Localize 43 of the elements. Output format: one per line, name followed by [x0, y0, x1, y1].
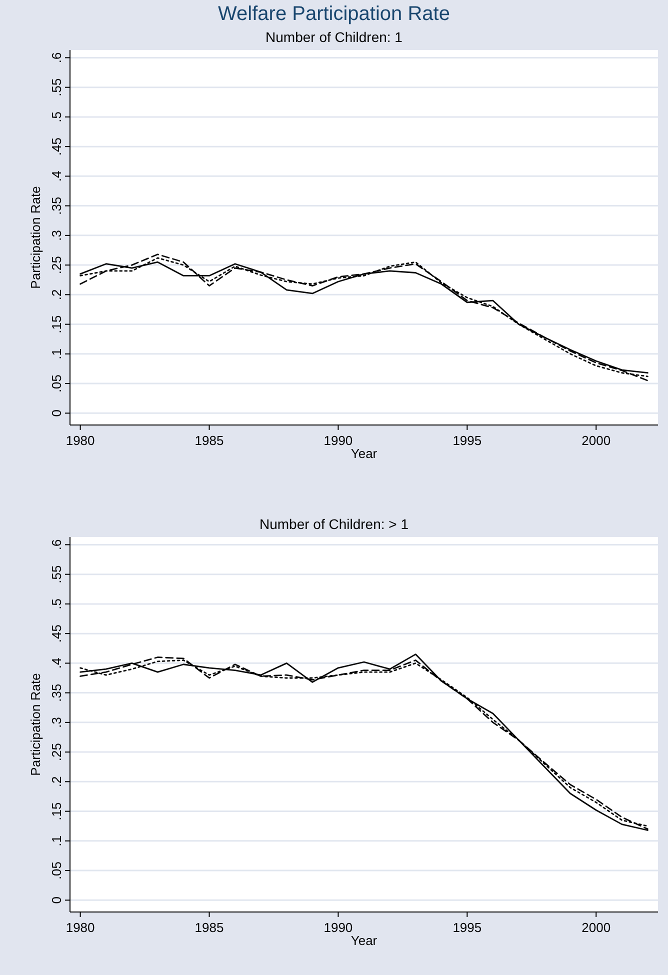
x-tick-label: 2000 — [582, 433, 611, 448]
y-tick-label: .45 — [49, 138, 64, 156]
y-tick-label: .5 — [49, 112, 64, 122]
y-tick-label: .6 — [49, 52, 64, 64]
x-axis-title: Year — [350, 446, 378, 461]
y-tick-label: .15 — [49, 802, 64, 820]
y-tick-label: .05 — [49, 374, 64, 393]
chart-title: Welfare Participation Rate — [218, 3, 450, 25]
y-tick-label: 0 — [49, 896, 64, 904]
y-tick-label: .5 — [49, 598, 64, 610]
y-tick-label: .35 — [49, 684, 64, 702]
y-tick-label: 0 — [49, 410, 64, 417]
y-tick-label: .25 — [49, 743, 64, 762]
y-tick-label: .1 — [49, 348, 64, 360]
y-tick-label: .25 — [49, 256, 64, 274]
y-tick-label: .45 — [49, 624, 64, 643]
x-tick-label: 1990 — [324, 433, 353, 448]
y-tick-label: .3 — [49, 230, 64, 241]
y-tick-label: .1 — [49, 835, 64, 846]
y-tick-label: .55 — [49, 565, 64, 584]
y-tick-label: .15 — [49, 315, 64, 334]
x-tick-label: 1995 — [452, 920, 482, 935]
y-tick-label: .05 — [49, 861, 64, 880]
x-axis-title: Year — [350, 933, 378, 948]
x-tick-label: 1995 — [452, 433, 482, 448]
y-axis-title: Participation Rate — [28, 186, 43, 289]
y-tick-label: .3 — [49, 717, 64, 728]
x-tick-label: 1985 — [194, 920, 224, 935]
chart-title: Number of Children: > 1 — [259, 516, 409, 532]
y-tick-label: .2 — [49, 776, 64, 788]
x-tick-label: 1980 — [66, 920, 95, 935]
y-tick-label: .35 — [49, 196, 64, 215]
y-tick-label: .2 — [49, 289, 64, 300]
y-tick-label: .6 — [49, 539, 64, 550]
x-tick-label: 1980 — [66, 433, 95, 448]
y-axis-title: Participation Rate — [28, 673, 43, 776]
y-tick-label: .55 — [49, 78, 64, 96]
x-tick-label: 1990 — [324, 920, 353, 935]
y-tick-label: .4 — [49, 170, 64, 182]
x-tick-label: 2000 — [582, 920, 611, 935]
x-tick-label: 1985 — [194, 433, 224, 448]
y-tick-label: .4 — [49, 658, 64, 669]
chart-subtitle: Number of Children: 1 — [266, 29, 403, 45]
